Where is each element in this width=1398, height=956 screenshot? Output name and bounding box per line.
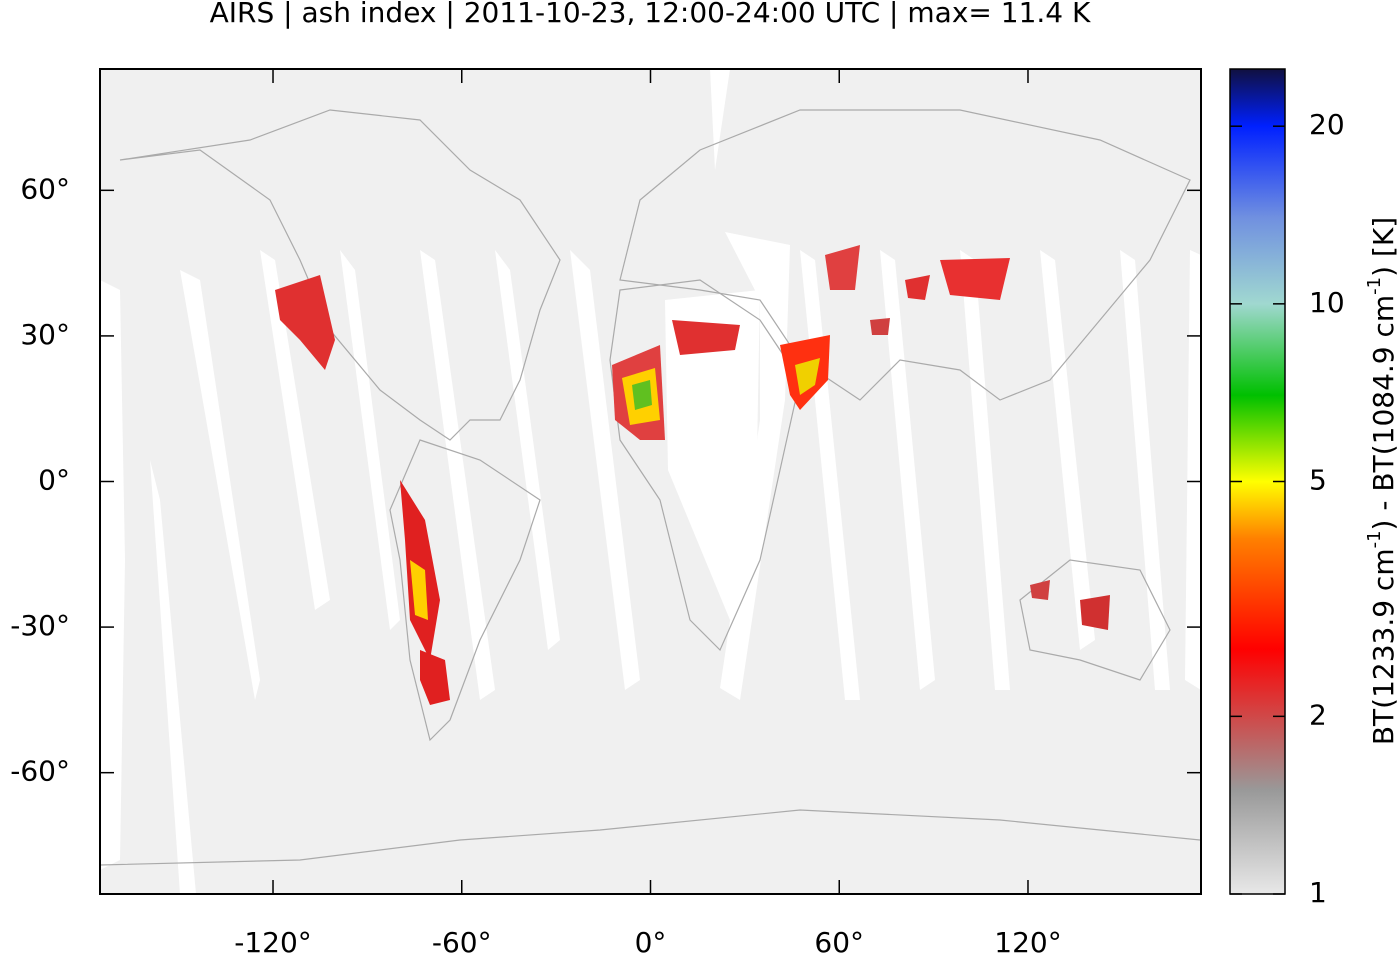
ash-signal — [275, 245, 1110, 705]
colorbar-tick-label: 2 — [1309, 698, 1327, 731]
colorbar-label-part: BT(1233.9 cm — [1367, 548, 1398, 745]
colorbar-tick-label: 10 — [1309, 286, 1345, 319]
chart-title: AIRS | ash index | 2011-10-23, 12:00-24:… — [210, 0, 1091, 29]
colorbar-tick-label: 1 — [1309, 876, 1327, 909]
colorbar-tick-label: 20 — [1309, 108, 1345, 141]
colorbar-label: BT(1233.9 cm-1) - BT(1084.9 cm-1) [K] — [1364, 217, 1398, 745]
x-tick-label: 60° — [814, 926, 864, 956]
y-tick-label: -60° — [10, 755, 70, 788]
y-tick-label: 30° — [20, 318, 70, 351]
x-tick-label: -60° — [432, 926, 492, 956]
colorbar-label-part: ) [K] — [1367, 217, 1398, 277]
x-tick-label: -120° — [234, 926, 312, 956]
colorbar-tick-label: 5 — [1309, 464, 1327, 497]
y-tick-label: 0° — [38, 464, 70, 497]
x-tick-label: 120° — [994, 926, 1061, 956]
colorbar-label-sup: -1 — [1364, 277, 1385, 295]
y-tick-label: -30° — [10, 609, 70, 642]
map-background — [100, 69, 1201, 894]
map-field — [100, 69, 1201, 894]
y-tick-label: 60° — [20, 172, 70, 205]
colorbar-label-sup: -1 — [1364, 530, 1385, 548]
x-tick-label: 0° — [635, 926, 667, 956]
colorbar-label-part: ) - BT(1084.9 cm — [1367, 295, 1398, 531]
